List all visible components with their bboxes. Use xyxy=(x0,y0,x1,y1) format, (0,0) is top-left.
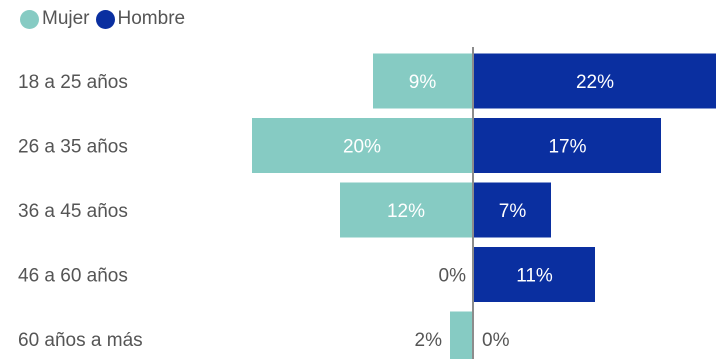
category-label: 36 a 45 años xyxy=(18,201,128,222)
data-label-mujer: 0% xyxy=(439,266,467,287)
category-label: 60 años a más xyxy=(18,330,143,351)
bar-hombre xyxy=(474,53,716,109)
bar-mujer xyxy=(340,182,472,238)
bar-mujer xyxy=(373,53,472,109)
legend-marker-mujer xyxy=(20,9,39,29)
legend-item-mujer[interactable]: Mujer xyxy=(20,8,90,30)
bar-mujer xyxy=(252,118,472,173)
legend-label-mujer: Mujer xyxy=(42,8,90,29)
bar-hombre xyxy=(474,247,595,302)
bar-hombre xyxy=(474,182,551,238)
data-label-mujer: 9% xyxy=(409,72,437,93)
data-label-mujer: 12% xyxy=(387,201,425,222)
data-label-hombre: 0% xyxy=(482,330,510,351)
data-label-hombre: 17% xyxy=(548,137,586,158)
legend-item-hombre[interactable]: Hombre xyxy=(95,8,186,30)
category-label: 46 a 60 años xyxy=(18,266,128,287)
legend: Mujer Hombre xyxy=(20,8,191,30)
bar-hombre xyxy=(474,118,661,173)
category-label: 18 a 25 años xyxy=(18,72,128,93)
data-label-hombre: 22% xyxy=(576,72,614,93)
data-label-hombre: 11% xyxy=(516,266,553,287)
category-label: 26 a 35 años xyxy=(18,137,128,158)
bar-mujer xyxy=(450,311,472,359)
legend-label-hombre: Hombre xyxy=(117,8,186,29)
legend-marker-hombre xyxy=(95,9,115,29)
data-label-hombre: 7% xyxy=(499,201,527,222)
data-label-mujer: 20% xyxy=(343,137,381,158)
data-label-mujer: 2% xyxy=(415,330,443,351)
